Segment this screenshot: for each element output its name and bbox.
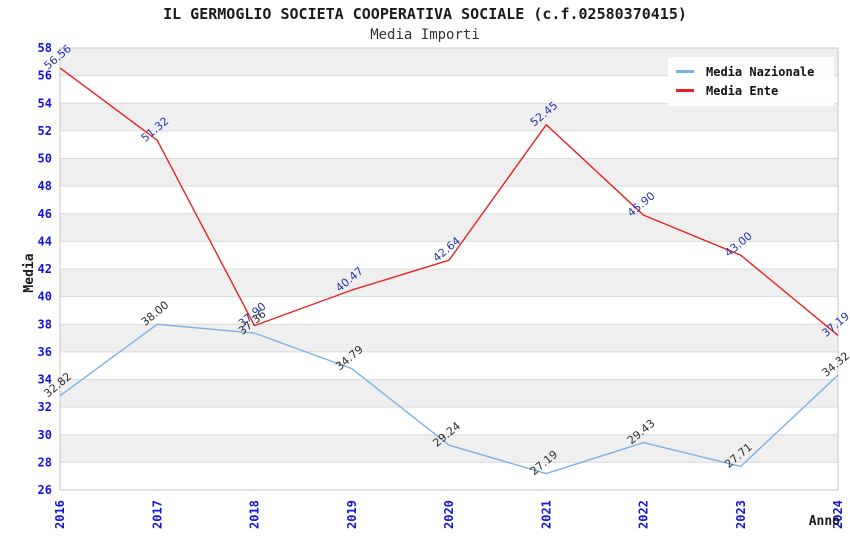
y-tick-label: 38 (38, 317, 52, 331)
y-tick-label: 44 (38, 234, 52, 248)
series-line-media-nazionale (59, 323, 839, 475)
series-line-media-ente (59, 67, 839, 336)
legend-label-media-ente: Media Ente (706, 83, 779, 98)
x-tick-label: 2017 (150, 500, 164, 529)
y-tick-label: 26 (38, 483, 52, 497)
x-axis-title: Anno (808, 514, 840, 529)
y-axis-title: Media (22, 253, 37, 293)
y-tick-label: 30 (38, 428, 52, 442)
plot-band (60, 324, 838, 352)
legend: Media Nazionale Media Ente (668, 57, 834, 106)
chart-subtitle: Media Importi (370, 27, 480, 43)
x-tick-label: 2018 (248, 500, 262, 529)
y-tick-label: 52 (38, 124, 52, 138)
plot-band (60, 186, 838, 214)
plot-band (60, 158, 838, 187)
y-tick-label: 36 (38, 345, 52, 359)
plot-band (60, 213, 838, 242)
plot-band (60, 351, 838, 380)
plot-band (60, 296, 838, 325)
plot-band (60, 130, 838, 159)
plot-band (60, 407, 838, 435)
x-tick-label: 2023 (734, 500, 748, 529)
x-tick-label: 2021 (539, 500, 553, 529)
y-tick-label: 50 (38, 152, 52, 166)
y-tick-label: 28 (38, 455, 52, 469)
x-tick-label: 2020 (442, 500, 456, 529)
plot-band (60, 103, 838, 131)
plot-border (59, 47, 839, 491)
y-tick-label: 48 (38, 179, 52, 193)
legend-label-media-nazionale: Media Nazionale (706, 64, 815, 79)
x-tick-label: 2019 (345, 500, 359, 529)
y-tick-label: 56 (38, 69, 52, 83)
chart-title: IL GERMOGLIO SOCIETA COOPERATIVA SOCIALE… (163, 5, 687, 23)
legend-swatch-media-ente-icon (676, 89, 694, 92)
plot-band (60, 241, 838, 269)
x-tick-label: 2022 (637, 500, 651, 529)
x-tick-label: 2016 (53, 500, 67, 529)
legend-item-media-ente: Media Ente (676, 81, 826, 100)
y-tick-label: 54 (38, 96, 52, 110)
y-tick-label: 32 (38, 400, 52, 414)
plot-band (60, 379, 838, 408)
y-tick-label: 34 (38, 373, 52, 387)
y-tick-label: 46 (38, 207, 52, 221)
plot-band (60, 462, 838, 490)
legend-swatch-media-nazionale-icon (676, 70, 694, 73)
y-tick-label: 40 (38, 290, 52, 304)
plot-band (60, 269, 838, 297)
y-tick-label: 42 (38, 262, 52, 276)
y-tick-label: 58 (38, 41, 52, 55)
x-tick-label: 2024 (831, 500, 845, 529)
legend-item-media-nazionale: Media Nazionale (676, 62, 826, 81)
